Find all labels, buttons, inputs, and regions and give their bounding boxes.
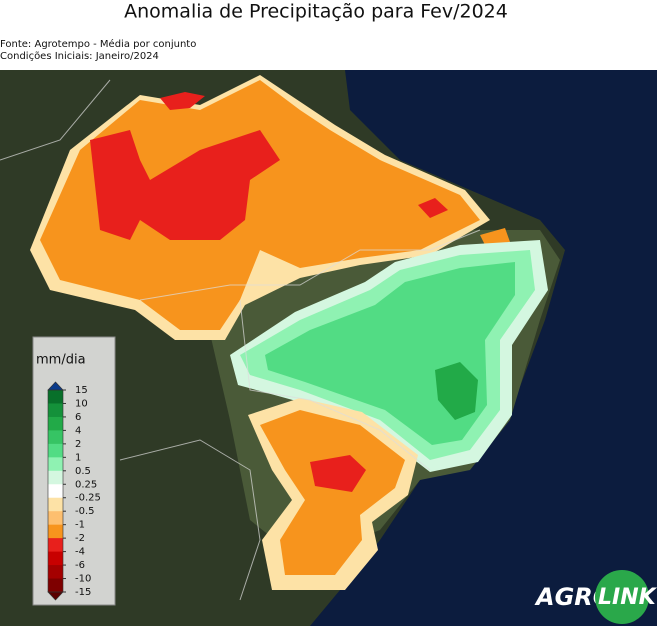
colorbar-segment: [48, 457, 63, 472]
colorbar-segment: [48, 565, 63, 580]
logo: AGRO LINK: [534, 570, 657, 624]
colorbar-segment: [48, 443, 63, 458]
title: Anomalia de Precipitação para Fev/2024: [124, 1, 508, 23]
legend-box: [32, 336, 116, 606]
colorbar-label: 1: [75, 452, 81, 463]
legend-unit: mm/dia: [36, 353, 86, 368]
anomaly-orange: [260, 410, 405, 575]
boundaries: [0, 79, 111, 161]
logo-circle: [595, 570, 649, 624]
anomaly-orange: [40, 80, 480, 330]
colorbar-label: -10: [75, 574, 91, 585]
colorbar-label: 2: [75, 439, 81, 450]
colorbar-segment: [48, 484, 63, 499]
colorbar-label: -15: [75, 587, 91, 598]
legend: mm/dia 15 10 6 4 2 1 0.5 0.25 -0.25 -0.5 -1 -2 -4 -6 -…: [32, 336, 116, 606]
colorbar-label: -6: [75, 560, 85, 571]
boundaries: [139, 229, 481, 301]
colorbar-segment: [48, 538, 63, 553]
colorbar-segment: [48, 578, 63, 593]
colorbar-label: 0.5: [75, 466, 91, 477]
anomaly-dark-green: [435, 362, 478, 420]
anomaly-red: [310, 455, 366, 492]
colorbar-segment: [48, 416, 63, 431]
anomaly-orange: [480, 228, 510, 245]
colorbar-label: 0.25: [75, 479, 97, 490]
colorbar-segment: [48, 430, 63, 445]
anomaly-red: [90, 130, 280, 240]
colorbar-label: 4: [75, 425, 81, 436]
colorbar-segment: [48, 524, 63, 539]
colorbar-segment: [48, 470, 63, 485]
logo-text: LINK: [598, 585, 657, 610]
colorbar-label: 6: [75, 412, 81, 423]
colorbar-label: -4: [75, 547, 85, 558]
map: [0, 70, 657, 626]
colorbar-label: 15: [75, 385, 88, 396]
conditions: Condições Iniciais: Janeiro/2024: [0, 51, 159, 62]
colorbar-frame: [47, 389, 64, 593]
boundaries: [239, 299, 431, 471]
colorbar-segment: [48, 511, 63, 526]
colorbar-label: -2: [75, 533, 85, 544]
anomaly-red: [418, 198, 448, 218]
colorbar-label: 10: [75, 398, 88, 409]
colorbar-label: -0.25: [75, 493, 101, 504]
colorbar-segment: [48, 551, 63, 566]
boundaries: [119, 439, 261, 601]
colorbar-label: -0.5: [75, 506, 95, 517]
colorbar-label: -1: [75, 520, 85, 531]
colorbar-segment: [48, 497, 63, 512]
source: Fonte: Agrotempo - Média por conjunto: [0, 38, 196, 50]
anomaly-red: [160, 92, 205, 110]
colorbar-segment: [48, 403, 63, 418]
colorbar-segment: [48, 390, 63, 404]
